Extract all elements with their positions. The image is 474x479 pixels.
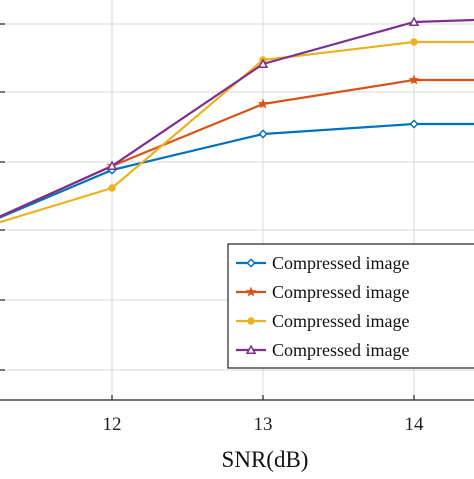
x-tick-label: 14 xyxy=(405,414,425,435)
triangle-marker xyxy=(257,58,269,68)
circle-marker xyxy=(410,38,418,46)
triangle-marker xyxy=(408,16,420,26)
x-tick-label: 12 xyxy=(103,414,122,435)
legend: Compressed image Compressed image Compress… xyxy=(227,243,474,369)
circle-marker xyxy=(108,184,116,192)
axis-labels: SNR(dB) xyxy=(222,447,309,472)
diamond-marker xyxy=(258,129,268,139)
triangle-marker xyxy=(245,344,257,354)
legend-box xyxy=(227,243,474,369)
star-marker xyxy=(408,74,420,85)
diamond-marker xyxy=(409,119,419,129)
triangle-marker xyxy=(106,160,118,170)
star-marker xyxy=(257,98,269,109)
legend-label: Compressed image xyxy=(272,311,409,331)
x-tick-label: 13 xyxy=(254,414,273,435)
diamond-marker xyxy=(246,258,256,268)
legend-label: Compressed image xyxy=(272,340,409,360)
axes: 12 13 14 xyxy=(0,23,474,435)
x-axis-title: SNR(dB) xyxy=(222,447,309,472)
legend-label: Compressed image xyxy=(272,253,409,273)
circle-marker xyxy=(247,317,255,325)
series-lines xyxy=(0,16,474,224)
star-marker xyxy=(245,286,257,297)
series-group xyxy=(0,16,474,218)
legend-label: Compressed image xyxy=(272,282,409,302)
